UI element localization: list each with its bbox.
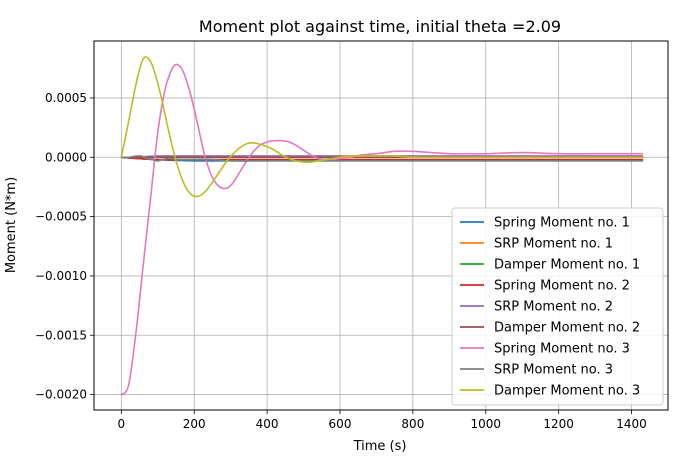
legend-entry-label: SRP Moment no. 3 — [494, 363, 613, 378]
legend-entry-label: Damper Moment no. 1 — [494, 258, 640, 273]
series-line-8 — [120, 155, 644, 162]
x-tick-label: 800 — [401, 417, 424, 431]
legend-entry-label: SRP Moment no. 1 — [494, 237, 613, 252]
y-tick-label: 0.0005 — [45, 91, 87, 105]
y-axis-label: Moment (N*m) — [4, 177, 19, 273]
y-tick-label: −0.0020 — [35, 388, 87, 402]
legend-entry-label: Spring Moment no. 1 — [494, 216, 630, 231]
legend: Spring Moment no. 1 SRP Moment no. 1 Dampe… — [451, 207, 664, 406]
legend-entry-label: Spring Moment no. 3 — [494, 342, 630, 357]
x-tick-label: 1400 — [616, 417, 647, 431]
legend-entry-label: Damper Moment no. 3 — [494, 384, 640, 399]
x-tick-label: 600 — [329, 417, 352, 431]
series-line-5 — [120, 155, 644, 159]
x-tick-label: 1200 — [543, 417, 574, 431]
legend-entry-label: SRP Moment no. 2 — [494, 300, 613, 315]
series-line-7 — [120, 63, 644, 396]
x-tick-label: 0 — [118, 417, 126, 431]
plot-frame — [93, 40, 669, 411]
legend-entry-label: Damper Moment no. 2 — [494, 321, 640, 336]
chart-title: Moment plot against time, initial theta … — [199, 17, 561, 36]
series-lines — [120, 56, 644, 396]
x-tick-label: 400 — [256, 417, 279, 431]
y-tick-label: 0.0000 — [45, 150, 87, 164]
y-tick-label: −0.0015 — [35, 328, 87, 342]
x-axis-label: Time (s) — [353, 439, 407, 454]
series-line-9 — [120, 56, 644, 198]
x-tick-label: 1000 — [471, 417, 502, 431]
legend-box — [451, 207, 664, 406]
y-tick-label: −0.0005 — [35, 210, 87, 224]
x-tick-label: 200 — [183, 417, 206, 431]
x-axis-ticks: 0 200 400 600 800 1000 1200 1400 — [118, 410, 647, 431]
y-tick-label: −0.0010 — [35, 269, 87, 283]
legend-entry-label: Spring Moment no. 2 — [494, 279, 630, 294]
y-axis-ticks: 0.0005 0.0000 −0.0005 −0.0010 −0.0015 −0.0020 — [35, 91, 94, 402]
